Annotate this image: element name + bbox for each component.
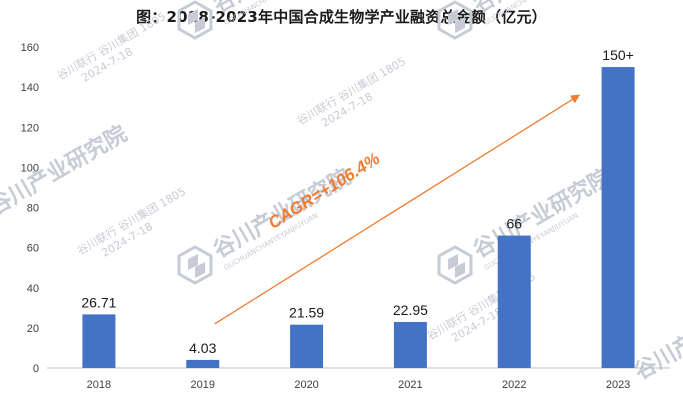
watermark-stamp-text: 谷川联行 谷川集团 1805 (55, 9, 169, 83)
x-tick-label: 2021 (398, 379, 422, 391)
watermark-stamp-text: 谷川联行 谷川集团 1805 (75, 184, 189, 258)
watermark-cube-icon (448, 254, 465, 278)
watermark-brand-text: 谷川产业研究院 (469, 164, 615, 264)
watermark-brand-text: 谷川产业研究院 (630, 286, 683, 386)
data-label: 22.95 (393, 302, 428, 318)
cagr-arrow (214, 94, 581, 325)
watermark-cube-icon (448, 9, 465, 33)
watermark-cube-icon (188, 9, 205, 33)
bar (82, 314, 116, 368)
bar (497, 235, 531, 368)
bar (290, 324, 324, 368)
data-label: 21.59 (289, 305, 324, 321)
y-tick-label: 140 (21, 82, 39, 94)
x-tick-label: 2022 (502, 379, 526, 391)
watermark-hexagon-icon (437, 0, 473, 40)
x-tick-label: 2018 (87, 379, 111, 391)
data-label: 66 (506, 216, 522, 232)
watermark-hexagon-icon (177, 0, 213, 40)
cagr-label: CAGR=+106.4% (265, 149, 383, 233)
data-label-layer: 26.71 4.03 21.59 22.95 66 150+ (81, 47, 633, 356)
bar (186, 359, 220, 368)
x-tick-label: 2023 (606, 379, 630, 391)
bar-layer (82, 67, 635, 368)
y-tick-label: 40 (27, 283, 39, 295)
y-tick-label: 20 (27, 323, 39, 335)
watermark-hexagon-icon (177, 245, 213, 285)
data-label: 4.03 (189, 340, 216, 356)
bar (393, 321, 427, 368)
y-tick-label: 80 (27, 203, 39, 215)
watermark-cube-icon (188, 254, 205, 278)
y-tick-label: 120 (21, 122, 39, 134)
y-tick-label: 100 (21, 162, 39, 174)
y-tick-label: 0 (33, 363, 39, 375)
y-tick-label: 160 (21, 42, 39, 54)
x-tick-label: 2019 (191, 379, 215, 391)
bar (601, 67, 635, 368)
y-tick-label: 60 (27, 243, 39, 255)
data-label: 26.71 (81, 294, 116, 310)
axis-layer: 0 20 40 60 80 100 120 140 160 2018 2019 2020 2021 202… (21, 42, 670, 391)
watermark-stamp-text: 谷川联行 谷川集团 1805 (295, 54, 409, 128)
watermark-hexagon-icon (437, 245, 473, 285)
x-tick-label: 2020 (294, 379, 318, 391)
watermark-edge: 谷川产业研究院 (630, 286, 683, 386)
chart-title: 图：2018-2023年中国合成生物学产业融资总金额（亿元） (136, 8, 547, 26)
data-label: 150+ (602, 47, 634, 63)
